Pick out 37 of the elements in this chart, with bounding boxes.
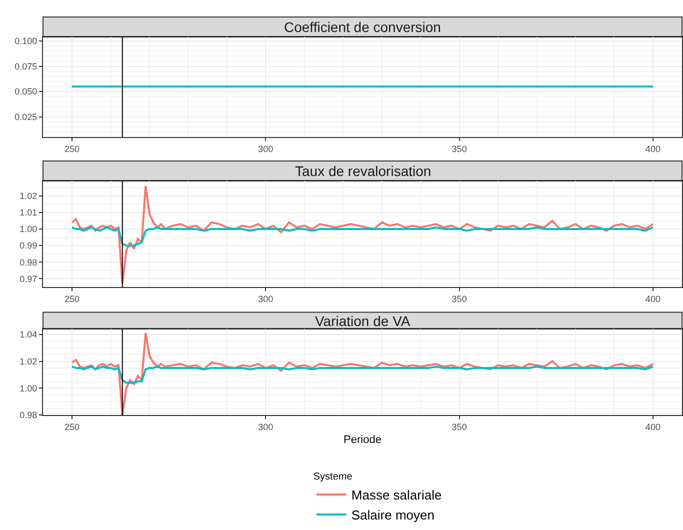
y-tick-label: 1.00 [20,224,38,234]
line-series [71,184,654,285]
x-axis-title: Periode [344,434,382,446]
chart-title: Coefficient de conversion [284,19,441,35]
y-tick-label: 0.98 [20,410,38,420]
x-tick-label: 300 [258,422,274,432]
line-series [71,332,654,415]
x-tick-label: 400 [645,294,660,304]
y-tick-label: 0.98 [20,257,38,268]
y-tick-label: 1.00 [20,383,38,394]
y-tick-label: 0.100 [14,36,38,46]
x-tick-label: 300 [258,294,274,304]
chart-title: Variation de VA [315,313,411,329]
y-tick-label: 0.97 [20,274,38,284]
x-tick-label: 300 [258,144,274,154]
legend-title: Systeme [313,472,353,483]
y-tick-label: 0.050 [14,86,38,97]
legend-label: Masse salariale [351,488,442,503]
x-tick-label: 350 [452,144,467,154]
x-tick-label: 400 [645,422,660,432]
x-tick-label: 350 [452,294,467,304]
line-series [71,226,654,247]
y-tick-label: 1.02 [20,191,38,202]
legend-label: Salaire moyen [351,508,434,523]
x-tick-label: 350 [452,422,467,432]
y-tick-label: 1.04 [20,330,38,340]
line-series [71,366,654,384]
chart-title: Taux de revalorisation [295,163,432,179]
x-tick-label: 400 [645,144,660,154]
y-tick-label: 0.025 [14,112,38,122]
x-tick-label: 250 [64,144,80,154]
y-tick-label: 1.02 [20,356,38,366]
y-tick-label: 0.99 [20,240,38,251]
x-tick-label: 250 [64,294,80,304]
y-tick-label: 1.01 [20,208,38,218]
y-tick-label: 0.075 [14,61,38,72]
x-tick-label: 250 [64,422,80,432]
